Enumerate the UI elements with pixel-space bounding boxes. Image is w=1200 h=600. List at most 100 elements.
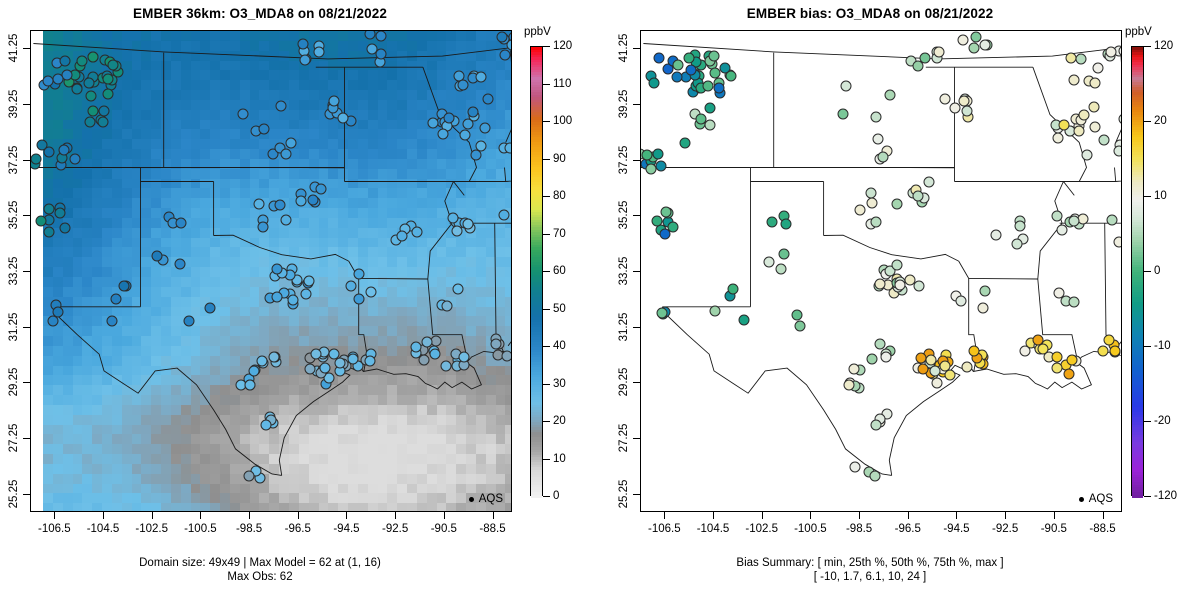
y-tick-label: 41.25: [8, 33, 20, 63]
raster-cell: [367, 80, 379, 91]
raster-cell: [249, 267, 261, 278]
raster-cell: [436, 217, 448, 229]
raster-cell: [141, 178, 152, 190]
raster-cell: [180, 208, 192, 219]
raster-cell: [180, 149, 192, 160]
raster-cell: [111, 99, 123, 111]
raster-cell: [436, 404, 448, 416]
aqs-monitor-point: [641, 149, 653, 161]
raster-cell: [92, 90, 103, 101]
raster-cell: [436, 395, 448, 406]
raster-cell: [82, 99, 93, 111]
raster-cell: [190, 208, 202, 219]
raster-cell: [475, 336, 487, 347]
raster-cell: [92, 188, 103, 199]
model-map-plot[interactable]: AQS: [30, 30, 512, 512]
raster-cell: [131, 60, 142, 71]
raster-cell: [72, 168, 83, 180]
raster-cell: [279, 395, 290, 406]
raster-cell: [397, 158, 408, 170]
raster-cell: [495, 188, 507, 199]
raster-cell: [190, 60, 202, 71]
raster-cell: [229, 227, 241, 239]
raster-cell: [92, 149, 103, 160]
raster-cell: [436, 149, 448, 160]
raster-cell: [121, 345, 133, 357]
raster-cell: [111, 355, 123, 367]
raster-cell: [151, 217, 162, 229]
aqs-monitor-point: [848, 363, 860, 375]
raster-cell: [475, 267, 487, 278]
raster-cell: [259, 31, 270, 42]
raster-cell: [328, 424, 339, 436]
raster-cell: [200, 31, 211, 42]
raster-cell: [426, 188, 438, 199]
raster-cell: [121, 198, 133, 209]
raster-cell: [495, 168, 507, 180]
aqs-monitor-point: [955, 295, 967, 307]
raster-cell: [190, 188, 202, 199]
raster-cell: [249, 168, 261, 180]
raster-cell: [259, 267, 270, 278]
raster-cell: [318, 31, 329, 42]
raster-cell: [190, 385, 202, 396]
raster-cell: [456, 247, 467, 258]
raster-cell: [220, 119, 231, 130]
raster-cell: [475, 434, 487, 445]
raster-cell: [436, 178, 448, 190]
raster-cell: [407, 326, 418, 337]
raster-cell: [170, 129, 182, 140]
raster-cell: [102, 444, 113, 455]
raster-cell: [121, 109, 133, 121]
raster-cell: [466, 60, 477, 71]
raster-cell: [190, 444, 202, 455]
raster-cell: [318, 158, 329, 170]
aqs-monitor-point: [968, 345, 980, 357]
raster-cell: [180, 129, 192, 140]
raster-cell: [249, 188, 261, 199]
raster-cell: [348, 257, 359, 268]
raster-cell: [387, 404, 398, 416]
raster-cell: [456, 316, 467, 327]
raster-cell: [289, 345, 300, 357]
raster-cell: [348, 90, 359, 101]
raster-cell: [62, 257, 74, 268]
raster-cell: [357, 385, 369, 396]
raster-cell: [318, 414, 329, 426]
raster-cell: [249, 355, 261, 367]
raster-cell: [131, 257, 142, 268]
raster-cell: [475, 90, 487, 101]
raster-cell: [357, 70, 369, 81]
raster-cell: [239, 434, 251, 445]
raster-cell: [259, 395, 270, 406]
raster-cell: [397, 444, 408, 455]
raster-cell: [249, 385, 261, 396]
raster-cell: [43, 326, 54, 337]
raster-cell: [387, 267, 398, 278]
raster-cell: [180, 188, 192, 199]
raster-cell: [387, 345, 398, 357]
aqs-monitor-point: [1065, 52, 1077, 64]
raster-cell: [367, 385, 379, 396]
raster-cell: [111, 277, 123, 288]
raster-cell: [111, 227, 123, 239]
raster-cell: [446, 149, 457, 160]
raster-cell: [190, 109, 202, 121]
raster-cell: [446, 336, 457, 347]
raster-cell: [141, 60, 152, 71]
raster-cell: [131, 149, 142, 160]
raster-cell: [328, 168, 339, 180]
raster-cell: [210, 326, 221, 337]
raster-cell: [279, 316, 290, 327]
raster-cell: [308, 414, 320, 426]
raster-cell: [200, 385, 211, 396]
raster-cell: [249, 345, 261, 357]
raster-cell: [111, 40, 123, 52]
panel-title-model: EMBER 36km: O3_MDA8 on 08/21/2022: [133, 6, 387, 21]
raster-cell: [161, 80, 172, 91]
colorbar-tick-mark: [543, 196, 550, 197]
bias-map-plot[interactable]: AQS: [640, 30, 1122, 512]
raster-cell: [82, 208, 93, 219]
raster-cell: [170, 149, 182, 160]
raster-cell: [279, 237, 290, 249]
